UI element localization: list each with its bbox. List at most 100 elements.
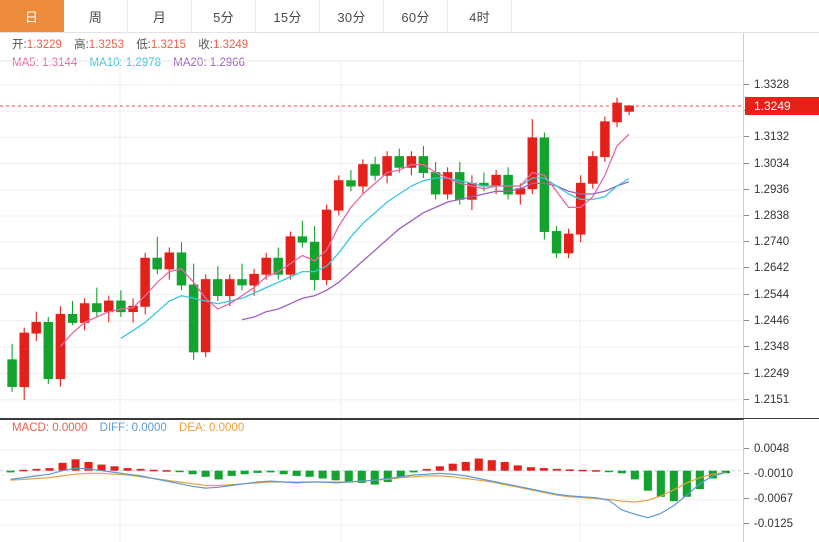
axis-tick-mark [744, 497, 749, 499]
tab-label: 60分 [401, 9, 430, 25]
tab-5[interactable]: 30分 [320, 0, 384, 32]
macd-histogram-bar [669, 470, 678, 502]
macd-histogram-bar [461, 462, 470, 471]
macd-histogram-bar [6, 470, 15, 473]
macd-histogram-bar [630, 470, 639, 480]
macd-histogram-bar [435, 466, 444, 471]
macd-histogram-bar [578, 469, 587, 472]
candlestick [116, 290, 126, 317]
axis-tick-label: 1.2348 [754, 341, 790, 353]
tab-7[interactable]: 4时 [448, 0, 512, 32]
candle-body [249, 273, 259, 286]
macd-plot [0, 420, 743, 542]
candle-body [225, 279, 235, 297]
tab-1[interactable]: 周 [64, 0, 128, 32]
candlestick [321, 204, 332, 285]
macd-histogram-bar [448, 463, 457, 471]
axis-tick-label: 0.0048 [754, 442, 790, 455]
macd-histogram-bar [266, 470, 275, 473]
macd-histogram-bar [604, 470, 613, 473]
tab-4[interactable]: 15分 [256, 0, 320, 32]
candle-body [406, 156, 417, 168]
axis-tick-label: -0.0125 [754, 518, 794, 531]
macd-histogram-bar [487, 460, 496, 471]
candlestick [273, 247, 283, 280]
candlestick [442, 167, 453, 200]
price-panel[interactable] [0, 33, 744, 418]
candlestick [503, 167, 513, 200]
macd-histogram-bar [357, 470, 366, 483]
macd-axis-tick: -0.0125 [744, 517, 793, 531]
macd-histogram-bar [84, 462, 93, 471]
price-axis-tick: 1.3034 [744, 157, 789, 171]
panel-divider [0, 418, 819, 419]
candlestick [128, 298, 138, 323]
axis-tick-label: 1.3328 [754, 78, 790, 91]
macd-histogram-bar [370, 470, 379, 485]
candlestick [285, 231, 296, 280]
current-price-badge: 1.3249 [745, 97, 819, 115]
candle-body [285, 236, 296, 275]
macd-histogram-bar [396, 470, 405, 477]
axis-tick-mark [744, 447, 749, 449]
macd-field: MACD: 0.0000 [12, 422, 88, 434]
candlestick [164, 247, 175, 280]
candlestick [575, 175, 586, 243]
macd-histogram-bar [331, 470, 340, 481]
price-axis-tick: 1.2544 [744, 288, 789, 302]
candle-body [67, 313, 78, 323]
candle-body [261, 257, 271, 275]
candlestick [7, 343, 17, 392]
macd-panel[interactable]: MACD: 0.0000 DIFF: 0.0000 DEA: 0.0000 [0, 419, 744, 542]
tab-2[interactable]: 月 [128, 0, 192, 32]
tab-label: 5分 [213, 9, 234, 25]
macd-histogram-bar [474, 458, 483, 471]
candlestick [249, 268, 259, 296]
candle-body [7, 359, 17, 387]
candle-body [358, 164, 368, 187]
candlestick [406, 151, 417, 176]
candlestick [19, 327, 29, 400]
candle-body [188, 284, 199, 353]
axis-tick-mark [744, 215, 749, 216]
axis-tick-mark [744, 162, 749, 164]
macd-histogram-bar [162, 470, 171, 472]
price-axis-tick: 1.2446 [744, 314, 789, 328]
axis-tick-label: -0.0067 [754, 492, 794, 505]
macd-histogram-bar [97, 464, 106, 471]
candlestick [600, 116, 610, 162]
candlestick [67, 301, 78, 326]
macd-histogram-bar [695, 470, 704, 489]
candle-body [563, 233, 574, 254]
tab-6[interactable]: 60分 [384, 0, 448, 32]
ma10-line [120, 177, 630, 339]
axis-tick-mark [744, 188, 749, 190]
tab-3[interactable]: 5分 [192, 0, 256, 32]
candle-body [212, 279, 223, 297]
macd-histogram-bar [591, 470, 600, 472]
right-price-axis: 1.33281.32301.31321.30341.29361.28381.27… [744, 33, 819, 542]
macd-histogram-bar [721, 470, 730, 474]
candle-body [503, 174, 513, 195]
candlestick [333, 175, 344, 216]
candlestick [237, 263, 247, 291]
macd-axis-tick: 0.0048 [744, 442, 789, 456]
macd-histogram-bar [279, 470, 288, 475]
candlestick [261, 252, 271, 280]
macd-histogram-bar [292, 470, 301, 476]
candle-body [527, 137, 538, 190]
axis-tick-mark [744, 136, 749, 138]
candlestick [346, 170, 356, 192]
candlestick [612, 97, 622, 128]
candle-body [600, 121, 610, 158]
tabbar-filler [512, 0, 819, 32]
macd-histogram-bar [513, 465, 522, 471]
macd-histogram-bar [45, 468, 54, 471]
candlestick [31, 311, 41, 342]
candlestick [370, 156, 380, 181]
axis-tick-label: 1.2642 [754, 262, 790, 275]
macd-histogram-bar [32, 468, 41, 471]
tab-0[interactable]: 日 [0, 0, 64, 32]
axis-tick-label: 1.2446 [754, 314, 790, 327]
candlestick [539, 132, 550, 240]
